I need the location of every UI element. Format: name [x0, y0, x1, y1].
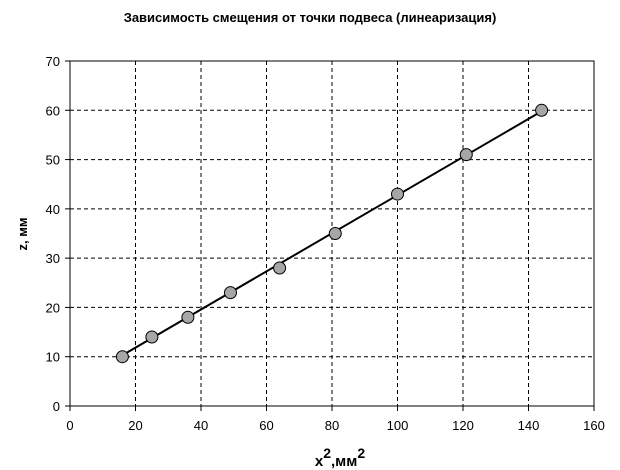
plot-area-border	[69, 60, 595, 407]
x-tick-label: 160	[583, 418, 605, 433]
x-axis-label: x2,мм2	[315, 445, 366, 470]
data-point	[145, 330, 159, 344]
data-point	[273, 261, 287, 275]
y-tick-label: 0	[53, 399, 60, 414]
data-point	[535, 103, 549, 117]
x-tick-label: 60	[259, 418, 273, 433]
data-point	[391, 187, 404, 201]
y-tick-label: 40	[46, 202, 60, 217]
x-tick-label: 20	[128, 418, 142, 433]
chart-title: Зависимость смещения от точки подвеса (л…	[123, 10, 497, 25]
y-tick-label: 70	[46, 54, 60, 69]
y-tick-label: 50	[46, 153, 60, 168]
data-points	[115, 103, 549, 364]
y-tick-label: 10	[46, 350, 60, 365]
x-tick-label: 100	[387, 418, 409, 433]
y-tick-label: 20	[46, 300, 60, 315]
y-tick-label: 30	[46, 251, 60, 266]
data-point	[181, 310, 195, 324]
data-point	[459, 148, 473, 162]
y-axis-label: z, мм	[15, 218, 30, 251]
tick-labels: 0 20 40 60 80 100 120 140 160 0 10 20 30 40 50 60 70	[46, 54, 605, 433]
data-point	[328, 227, 342, 240]
x-tick-label: 40	[194, 418, 208, 433]
x-tick-label: 80	[325, 418, 339, 433]
x-tick-label: 140	[518, 418, 540, 433]
axes	[65, 60, 595, 411]
data-point	[223, 286, 237, 300]
x-tick-label: 0	[66, 418, 73, 433]
x-tick-label: 120	[452, 418, 474, 433]
data-point	[115, 350, 129, 364]
y-tick-label: 60	[46, 103, 60, 118]
